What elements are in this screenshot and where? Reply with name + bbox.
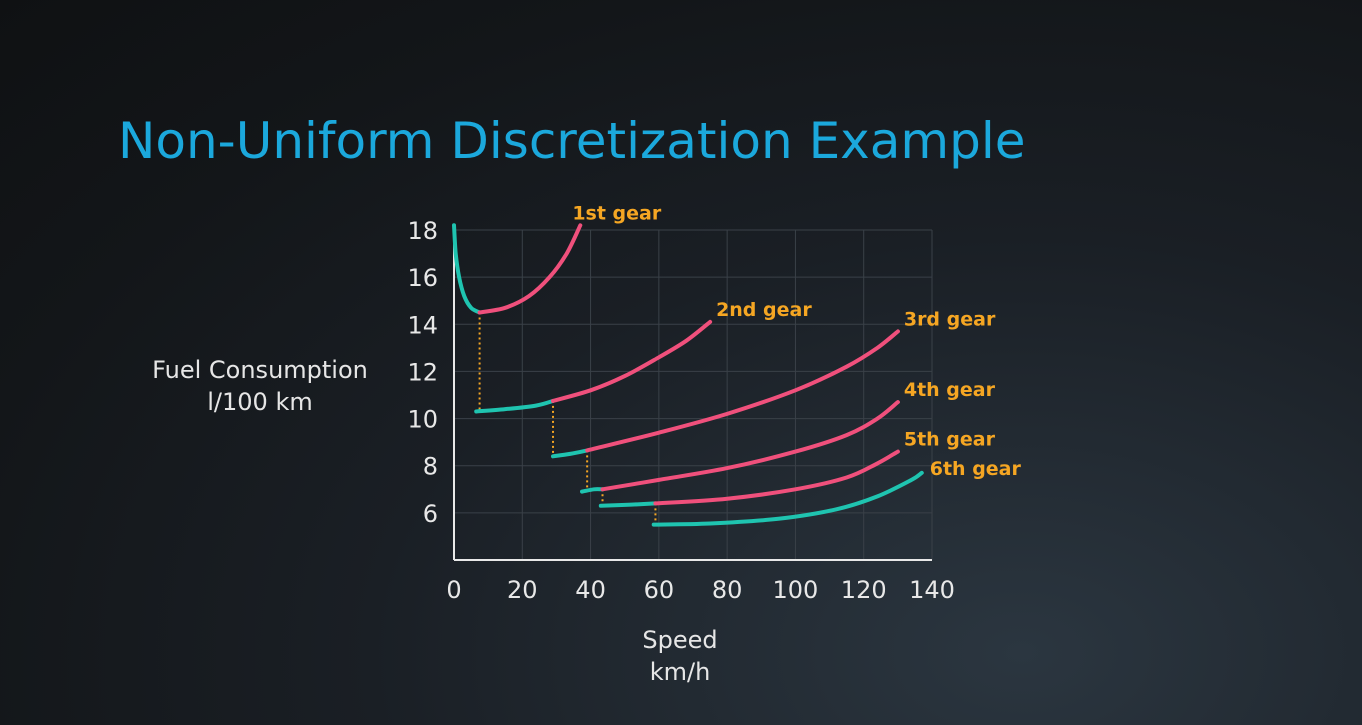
x-tick-label: 140: [909, 576, 955, 604]
x-axis-label: Speed km/h: [600, 624, 760, 688]
y-axis-label-line-1: Fuel Consumption: [152, 356, 368, 384]
series-4-optimal-segment: [580, 487, 605, 494]
y-tick-label: 14: [407, 311, 438, 339]
series-3: 3rd gear: [551, 308, 996, 459]
x-tick-label: 80: [712, 576, 743, 604]
y-axis-label-line-2: l/100 km: [207, 388, 313, 416]
series-2-suboptimal-segment: [551, 319, 713, 403]
series-label: 1st gear: [572, 202, 662, 224]
series-3-optimal-segment: [551, 448, 590, 459]
y-tick-label: 6: [423, 500, 438, 528]
y-tick-label: 10: [407, 406, 438, 434]
x-tick-label: 100: [773, 576, 819, 604]
series-6: 6th gear: [651, 458, 1022, 527]
series-6-optimal-segment: [651, 470, 924, 527]
y-axis-label: Fuel Consumption l/100 km: [140, 354, 380, 418]
series-2-optimal-segment: [474, 398, 555, 414]
x-axis-label-line-1: Speed: [642, 626, 718, 654]
series-label: 3rd gear: [904, 308, 996, 330]
series-label: 2nd gear: [716, 299, 812, 321]
y-tick-label: 18: [407, 217, 438, 245]
series-1-optimal-segment: [452, 223, 482, 315]
x-tick-label: 120: [841, 576, 887, 604]
series-4-suboptimal-segment: [600, 400, 900, 492]
series-5: 5th gear: [598, 429, 996, 508]
y-tick-label: 16: [407, 264, 438, 292]
y-tick-label: 8: [423, 453, 438, 481]
series-label: 4th gear: [904, 379, 996, 401]
x-tick-label: 20: [507, 576, 538, 604]
series-5-optimal-segment: [598, 501, 658, 508]
series-label: 6th gear: [930, 458, 1022, 480]
series-5-suboptimal-segment: [653, 449, 900, 506]
grid-lines: [454, 229, 933, 560]
x-tick-label: 0: [446, 576, 461, 604]
series-1-suboptimal-segment: [477, 223, 583, 315]
x-tick-label: 40: [575, 576, 606, 604]
y-tick-label: 12: [407, 358, 438, 386]
slide-title: Non-Uniform Discretization Example: [118, 112, 1026, 170]
series-4: 4th gear: [580, 379, 996, 494]
series-2: 2nd gear: [474, 299, 812, 414]
x-axis-label-line-2: km/h: [649, 658, 711, 686]
x-tick-label: 60: [644, 576, 675, 604]
series-1: 1st gear: [452, 202, 662, 315]
series-3-suboptimal-segment: [585, 329, 900, 453]
series-label: 5th gear: [904, 429, 996, 451]
